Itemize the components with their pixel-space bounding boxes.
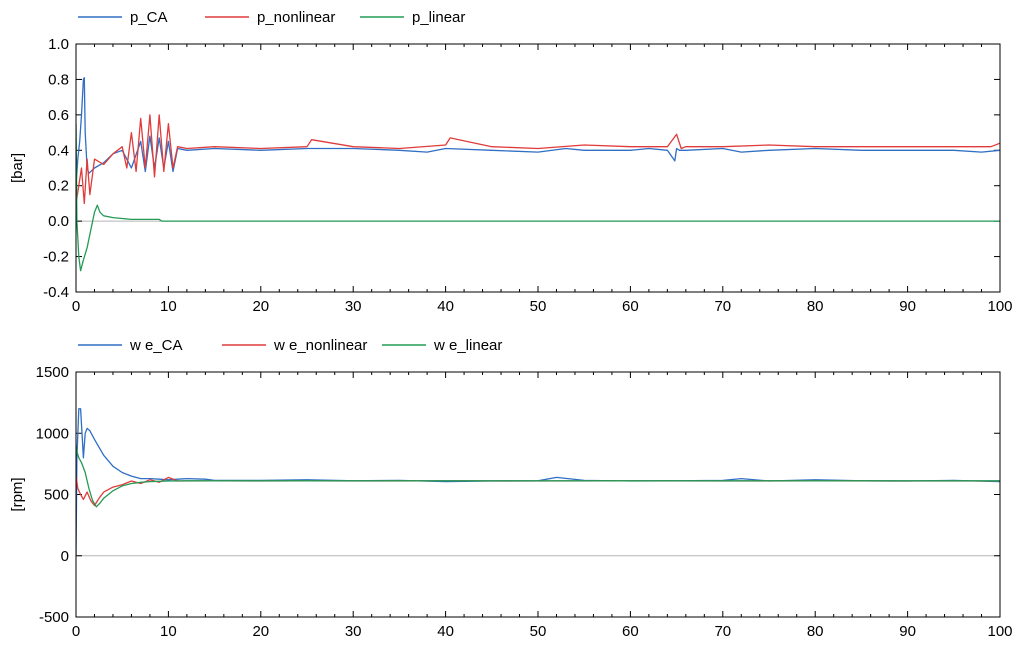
series-line-2 — [76, 445, 1000, 508]
x-tick-label: 20 — [252, 298, 269, 315]
y-tick-label: -500 — [39, 609, 69, 626]
series-line-0 — [76, 77, 1000, 186]
x-tick-label: 90 — [899, 298, 916, 315]
x-tick-label: 0 — [72, 298, 80, 315]
chart-panel: 0 10 20 30 40 50 60 70 80 90 100-500050010001500[r… — [9, 337, 1013, 640]
plot-frame — [75, 43, 1001, 293]
y-tick-label: 0.2 — [48, 178, 69, 195]
y-axis-label: [bar] — [9, 153, 26, 183]
legend-label: p_linear — [412, 9, 465, 26]
x-tick-label: 40 — [437, 623, 454, 640]
x-tick-label: 60 — [622, 623, 639, 640]
x-tick-label: 70 — [714, 298, 731, 315]
x-tick-label: 10 — [160, 623, 177, 640]
x-tick-label: 100 — [987, 298, 1012, 315]
x-tick-label: 40 — [437, 298, 454, 315]
y-tick-label: 0.4 — [48, 142, 69, 159]
x-tick-label: 80 — [807, 623, 824, 640]
legend-label: p_CA — [130, 9, 168, 26]
x-tick-label: 100 — [987, 623, 1012, 640]
series-group — [76, 77, 1000, 272]
chart-panel: 0 10 20 30 40 50 60 70 80 90 100 -0.4 -0.2 0.0 0.2 0.4 0… — [9, 9, 1013, 315]
y-tick-label: 0 — [61, 548, 69, 565]
x-tick-label: 50 — [530, 298, 547, 315]
y-tick-label: 0.0 — [48, 213, 69, 230]
plot-frame — [75, 371, 1001, 618]
y-tick-label: -0.4 — [43, 284, 69, 301]
legend-label: p_nonlinear — [257, 9, 335, 26]
y-tick-label: 1000 — [36, 425, 69, 442]
y-tick-label: 1500 — [36, 364, 69, 381]
series-line-2 — [76, 123, 1000, 272]
legend-label: w e_linear — [433, 337, 502, 354]
x-tick-label: 70 — [714, 623, 731, 640]
y-tick-label: 1.0 — [48, 36, 69, 53]
x-tick-label: 0 — [72, 623, 80, 640]
legend-label: w e_CA — [129, 337, 183, 354]
y-axis-label: [rpm] — [9, 477, 26, 511]
x-tick-label: 20 — [252, 623, 269, 640]
x-tick-label: 10 — [160, 298, 177, 315]
y-tick-label: 500 — [44, 487, 69, 504]
series-line-0 — [76, 408, 1000, 556]
series-group — [76, 408, 1000, 556]
x-tick-label: 30 — [345, 623, 362, 640]
x-tick-label: 30 — [345, 298, 362, 315]
x-tick-label: 80 — [807, 298, 824, 315]
x-tick-label: 90 — [899, 623, 916, 640]
y-tick-label: 0.6 — [48, 107, 69, 124]
y-tick-label: 0.8 — [48, 71, 69, 88]
legend-label: w e_nonlinear — [273, 337, 367, 354]
y-tick-label: -0.2 — [43, 249, 69, 266]
x-tick-label: 60 — [622, 298, 639, 315]
x-tick-label: 50 — [530, 623, 547, 640]
series-line-1 — [76, 114, 1000, 205]
